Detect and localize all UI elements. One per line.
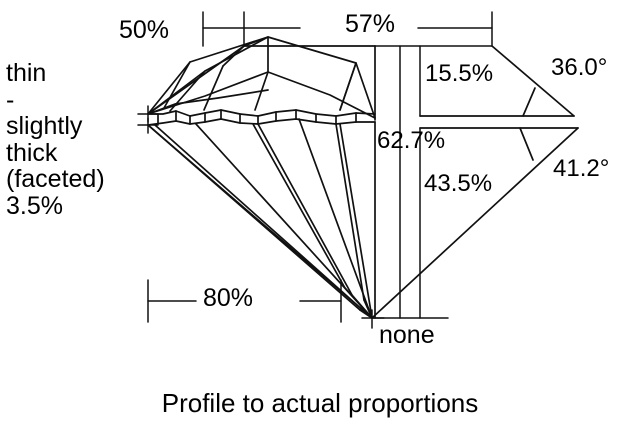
pavilion-facets xyxy=(147,118,373,319)
table-percent-label: 57% xyxy=(345,10,396,38)
girdle-description: thin - slightly thick (faceted) 3.5% xyxy=(6,60,156,219)
crown-height-label: 15.5% xyxy=(425,60,494,87)
pavilion-depth-label: 43.5% xyxy=(424,170,493,197)
girdle-line-6: 3.5% xyxy=(6,191,63,220)
culet-label: none xyxy=(379,321,435,349)
girdle-line-3: slightly xyxy=(6,112,83,140)
girdle-line-2: - xyxy=(6,85,15,114)
girdle-band xyxy=(147,109,376,126)
girdle-line-5: (faceted) xyxy=(6,165,105,193)
crown-height-ratio-label: 50% xyxy=(119,16,170,44)
girdle-line-1: thin xyxy=(6,59,47,87)
lower-half-label: 80% xyxy=(203,284,254,312)
angle-construction xyxy=(371,45,579,319)
crown-angle-label: 36.0° xyxy=(551,54,608,81)
crown-facets xyxy=(147,36,376,119)
girdle-line-4: thick xyxy=(6,138,58,167)
dimension-lines xyxy=(137,11,493,329)
pavilion-angle-label: 41.2° xyxy=(553,155,610,182)
total-depth-label: 62.7% xyxy=(377,127,446,154)
figure-caption: Profile to actual proportions xyxy=(161,388,479,418)
